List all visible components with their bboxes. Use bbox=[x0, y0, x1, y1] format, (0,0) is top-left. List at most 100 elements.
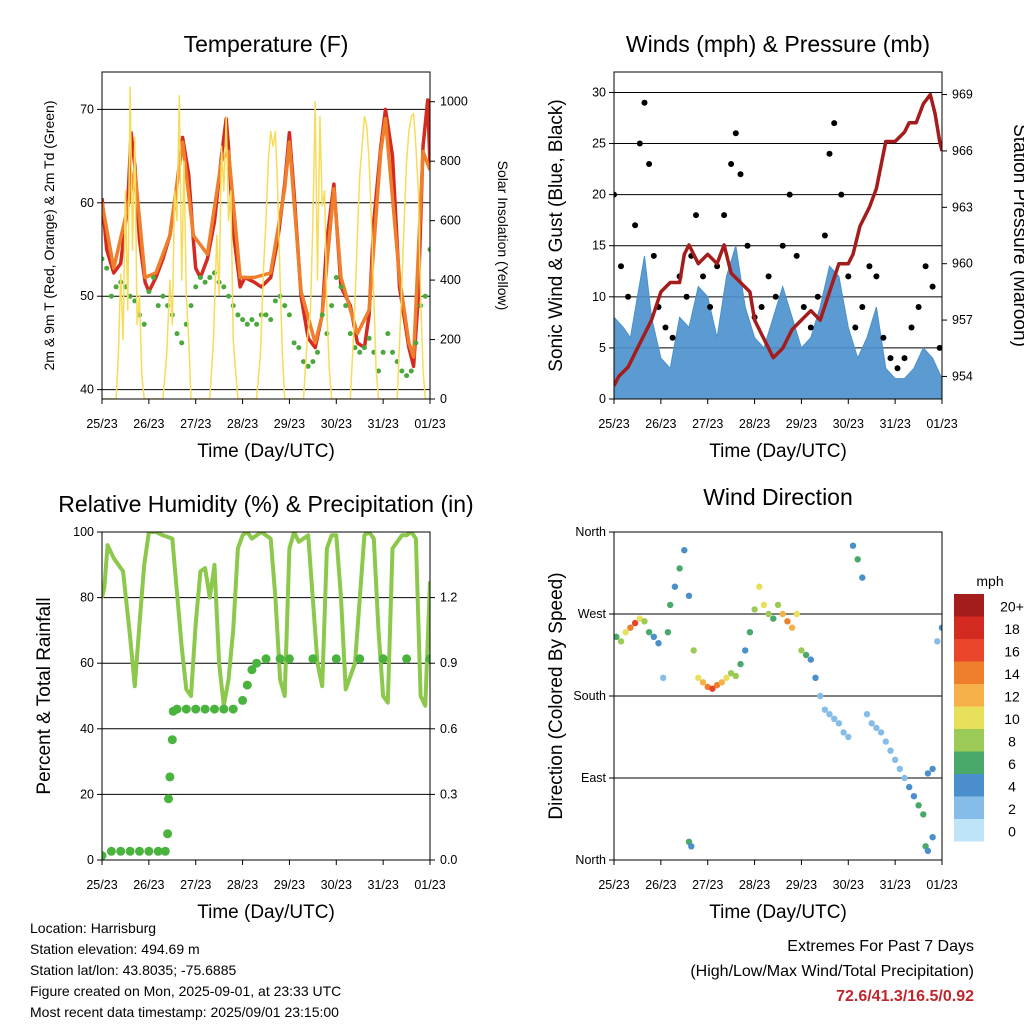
wind-direction-y-tick-label: South bbox=[573, 689, 606, 703]
wind-direction-point bbox=[929, 765, 936, 773]
winds-gust-point bbox=[880, 334, 887, 341]
wind-direction-x-tick-label: 28/23 bbox=[739, 878, 770, 892]
humidity-x-tick-label: 31/23 bbox=[368, 878, 399, 892]
winds-x-tick-label: 30/23 bbox=[833, 417, 864, 431]
winds-y-tick-label: 15 bbox=[592, 239, 606, 253]
temperature-series-group bbox=[102, 86, 430, 399]
temperature-y2-tick-label: 0 bbox=[440, 392, 447, 406]
station-info: Location: Harrisburg Station elevation: … bbox=[30, 918, 341, 1023]
winds-series-group bbox=[614, 92, 942, 399]
humidity-y2-tick-label: 0.3 bbox=[440, 787, 457, 801]
winds-gust-point bbox=[632, 222, 639, 229]
humidity-total-rainfall-point bbox=[355, 654, 365, 664]
colorbar-swatch bbox=[954, 819, 984, 842]
temperature-x-tick-label: 25/23 bbox=[86, 417, 117, 431]
temperature-2m-td-point bbox=[404, 373, 410, 379]
colorbar-swatch bbox=[954, 796, 984, 819]
wind-direction-point bbox=[681, 547, 688, 554]
winds-gust-point bbox=[786, 191, 793, 198]
wind-direction-point bbox=[688, 843, 695, 850]
colorbar-label: 12 bbox=[1004, 688, 1020, 704]
temperature-2m-td-point bbox=[254, 321, 260, 327]
humidity-x-tick-label: 30/23 bbox=[321, 878, 352, 892]
temperature-x-tick-label: 29/23 bbox=[274, 417, 305, 431]
humidity-total-rainfall-point bbox=[160, 846, 170, 856]
winds-gust-point bbox=[721, 212, 728, 219]
winds-gust-point bbox=[807, 324, 814, 331]
humidity-y2-tick-label: 0.0 bbox=[440, 853, 457, 867]
winds-gust-point bbox=[814, 293, 821, 300]
winds-gust-point bbox=[683, 293, 690, 300]
winds-gust-point bbox=[838, 191, 845, 198]
humidity-chart: Relative Humidity (%) & Precipitation (i… bbox=[34, 491, 474, 923]
temperature-2m-td-point bbox=[376, 368, 381, 374]
winds-y-tick-label: 20 bbox=[592, 188, 606, 202]
winds-gust-point bbox=[772, 293, 779, 300]
wind-direction-point bbox=[910, 793, 918, 800]
temperature-9m-t-line bbox=[102, 116, 430, 359]
temperature-2m-td-point bbox=[380, 349, 386, 355]
wind-direction-point bbox=[873, 724, 880, 732]
wind-direction-point bbox=[802, 651, 810, 659]
winds-x-tick-label: 27/23 bbox=[692, 417, 723, 431]
temperature-2m-td-point bbox=[244, 321, 250, 327]
temperature-2m-td-point bbox=[160, 293, 166, 299]
wind-direction-point bbox=[636, 615, 643, 622]
winds-y2-tick-label: 954 bbox=[952, 369, 973, 383]
wind-direction-point bbox=[877, 729, 885, 736]
temperature-2m-td-point bbox=[390, 349, 395, 355]
winds-gust-point bbox=[728, 161, 735, 167]
winds-gust-point bbox=[669, 334, 676, 341]
colorbar-swatch bbox=[954, 729, 984, 752]
temperature-solar-insolation-line bbox=[102, 86, 430, 399]
winds-y-tick-label: 5 bbox=[599, 341, 606, 355]
humidity-total-rainfall-point bbox=[125, 846, 135, 856]
winds-chart: Winds (mph) & Pressure (mb) 0 5 10 15 20 25 30 9… bbox=[546, 31, 1024, 462]
winds-gust-point bbox=[915, 304, 922, 310]
winds-y2-tick-label: 966 bbox=[952, 144, 973, 158]
winds-gust-point bbox=[765, 273, 772, 280]
wind-direction-point bbox=[938, 624, 942, 631]
humidity-total-rainfall-point bbox=[165, 772, 175, 782]
wind-direction-point bbox=[617, 638, 625, 645]
winds-y-tick-label: 0 bbox=[599, 392, 606, 406]
wind-direction-point bbox=[650, 633, 657, 640]
humidity-x-tick-label: 28/23 bbox=[227, 878, 258, 892]
temperature-2m-td-point bbox=[221, 284, 227, 290]
wind-direction-point bbox=[713, 681, 721, 689]
winds-gust-point bbox=[693, 212, 699, 219]
winds-gust-point bbox=[636, 140, 643, 147]
winds-gust-point bbox=[826, 150, 833, 157]
colorbar-label: 4 bbox=[1008, 778, 1016, 794]
winds-frame bbox=[613, 71, 943, 400]
temperature-2m-td-point bbox=[296, 345, 302, 351]
temperature-2m-td-point bbox=[408, 368, 414, 374]
latest-timestamp-text: Most recent data timestamp: 2025/09/01 2… bbox=[30, 1004, 339, 1020]
extremes-title: Extremes For Past 7 Days bbox=[787, 938, 974, 955]
temperature-2m-td-point bbox=[113, 284, 119, 290]
wind-direction-point bbox=[655, 640, 662, 647]
humidity-x-tick-label: 26/23 bbox=[133, 878, 164, 892]
wind-direction-point bbox=[756, 583, 763, 590]
temperature-2m-td-point bbox=[202, 279, 208, 285]
wind-direction-point bbox=[821, 706, 829, 713]
wind-direction-y-tick-label: East bbox=[581, 771, 607, 785]
winds-y-tick-label: 30 bbox=[592, 85, 606, 99]
humidity-y-tick-label: 0 bbox=[87, 853, 94, 867]
wind-direction-point bbox=[798, 647, 805, 654]
winds-y-tick-label: 25 bbox=[592, 137, 606, 151]
wind-direction-point bbox=[746, 629, 754, 636]
winds-gust-point bbox=[700, 273, 706, 280]
humidity-total-rainfall-point bbox=[153, 846, 163, 856]
temperature-2m-td-point bbox=[385, 331, 391, 337]
temperature-x-tick-label: 26/23 bbox=[133, 417, 164, 431]
winds-gust-point bbox=[737, 171, 744, 178]
humidity-y-tick-label: 40 bbox=[80, 722, 94, 736]
humidity-y2-tick-label: 0.6 bbox=[440, 722, 457, 736]
temperature-y2-tick-label: 1000 bbox=[440, 95, 468, 109]
winds-x-tick-label: 31/23 bbox=[880, 417, 911, 431]
wind-direction-point bbox=[817, 692, 824, 700]
temperature-y-tick-label: 40 bbox=[80, 383, 94, 397]
winds-y2-tick-label: 960 bbox=[952, 257, 973, 271]
winds-gust-point bbox=[821, 232, 828, 239]
